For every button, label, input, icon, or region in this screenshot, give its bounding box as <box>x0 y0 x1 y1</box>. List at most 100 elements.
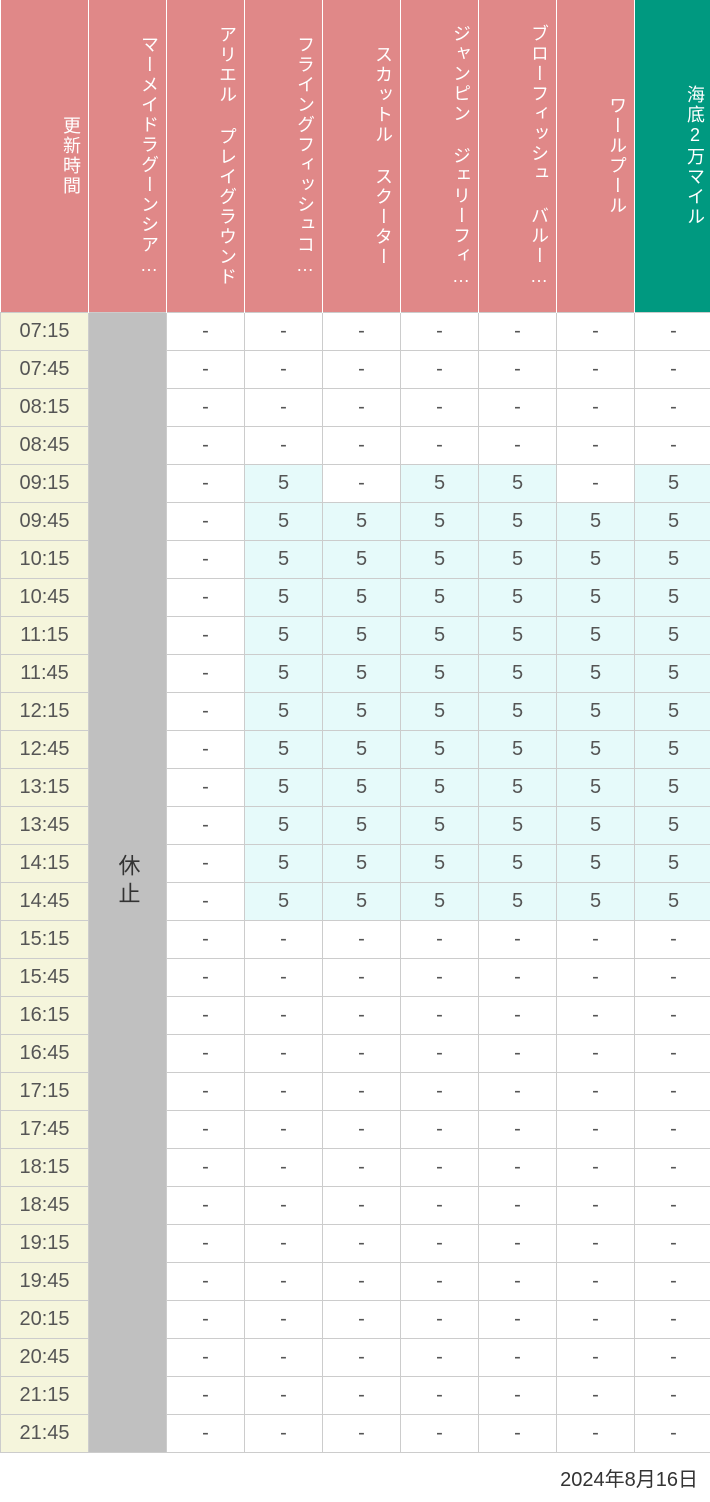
data-cell: - <box>167 844 245 882</box>
data-cell: - <box>167 692 245 730</box>
data-cell: 5 <box>401 578 479 616</box>
time-cell: 10:45 <box>1 578 89 616</box>
data-cell: - <box>167 1110 245 1148</box>
data-cell: - <box>167 1072 245 1110</box>
data-cell: - <box>245 958 323 996</box>
attraction-header-5: ブローフィッシュ バルー… <box>479 0 557 312</box>
data-cell: 5 <box>323 768 401 806</box>
data-cell: 5 <box>245 730 323 768</box>
data-cell: - <box>245 1186 323 1224</box>
data-cell: 5 <box>635 844 710 882</box>
data-cell: 5 <box>557 502 635 540</box>
data-cell: 5 <box>635 540 710 578</box>
data-cell: - <box>479 1300 557 1338</box>
attraction-header-0: マーメイドラグーンシア… <box>89 0 167 312</box>
data-cell: 5 <box>245 616 323 654</box>
data-cell: - <box>323 920 401 958</box>
data-cell: - <box>557 1300 635 1338</box>
data-cell: 5 <box>401 730 479 768</box>
data-cell: - <box>479 388 557 426</box>
data-cell: 5 <box>635 806 710 844</box>
attraction-header-4: ジャンピン ジェリーフィ… <box>401 0 479 312</box>
data-cell: - <box>635 958 710 996</box>
data-cell: 5 <box>245 654 323 692</box>
data-cell: 5 <box>323 616 401 654</box>
data-cell: - <box>635 426 710 464</box>
time-cell: 16:45 <box>1 1034 89 1072</box>
data-cell: - <box>635 1110 710 1148</box>
data-cell: - <box>323 1186 401 1224</box>
data-cell: - <box>479 1262 557 1300</box>
data-cell: - <box>167 502 245 540</box>
data-cell: - <box>323 312 401 350</box>
data-cell: - <box>245 1072 323 1110</box>
time-cell: 16:15 <box>1 996 89 1034</box>
data-cell: - <box>323 1262 401 1300</box>
data-cell: 5 <box>635 578 710 616</box>
data-cell: - <box>635 312 710 350</box>
time-cell: 20:45 <box>1 1338 89 1376</box>
data-cell: - <box>323 1034 401 1072</box>
data-cell: - <box>479 1148 557 1186</box>
data-cell: - <box>167 1300 245 1338</box>
time-cell: 13:15 <box>1 768 89 806</box>
data-cell: - <box>635 1414 710 1452</box>
data-cell: - <box>635 1224 710 1262</box>
data-cell: - <box>167 1262 245 1300</box>
data-cell: - <box>635 920 710 958</box>
data-cell: 5 <box>635 768 710 806</box>
data-cell: 5 <box>635 654 710 692</box>
data-cell: 5 <box>245 768 323 806</box>
data-cell: - <box>479 920 557 958</box>
data-cell: - <box>557 312 635 350</box>
data-cell: - <box>245 1034 323 1072</box>
time-cell: 20:15 <box>1 1300 89 1338</box>
data-cell: - <box>167 768 245 806</box>
data-cell: - <box>479 350 557 388</box>
data-cell: - <box>479 1224 557 1262</box>
data-cell: 5 <box>323 730 401 768</box>
time-header: 更新時間 <box>1 0 89 312</box>
data-cell: - <box>479 1376 557 1414</box>
data-cell: - <box>245 1224 323 1262</box>
data-cell: - <box>479 996 557 1034</box>
time-cell: 19:15 <box>1 1224 89 1262</box>
data-cell: - <box>557 388 635 426</box>
data-cell: - <box>401 958 479 996</box>
time-cell: 19:45 <box>1 1262 89 1300</box>
time-cell: 09:15 <box>1 464 89 502</box>
data-cell: 5 <box>245 464 323 502</box>
data-cell: 5 <box>245 844 323 882</box>
data-cell: 5 <box>245 882 323 920</box>
data-cell: 5 <box>401 692 479 730</box>
data-cell: - <box>557 958 635 996</box>
data-cell: - <box>401 1186 479 1224</box>
data-cell: - <box>245 312 323 350</box>
data-cell: 5 <box>323 844 401 882</box>
header-row: 更新時間 マーメイドラグーンシア… アリエル プレイグラウンド フライングフィッ… <box>1 0 710 312</box>
data-cell: - <box>167 920 245 958</box>
attraction-header-6: ワールプール <box>557 0 635 312</box>
data-cell: - <box>323 1110 401 1148</box>
data-cell: - <box>401 1262 479 1300</box>
data-cell: 5 <box>401 654 479 692</box>
data-cell: - <box>323 388 401 426</box>
data-cell: - <box>167 426 245 464</box>
time-cell: 21:45 <box>1 1414 89 1452</box>
data-cell: - <box>635 1072 710 1110</box>
data-cell: - <box>167 388 245 426</box>
data-cell: - <box>557 1110 635 1148</box>
data-cell: - <box>167 464 245 502</box>
data-cell: - <box>557 1072 635 1110</box>
data-cell: - <box>167 806 245 844</box>
data-cell: 5 <box>323 882 401 920</box>
data-cell: - <box>323 1338 401 1376</box>
time-cell: 08:45 <box>1 426 89 464</box>
data-cell: 5 <box>479 616 557 654</box>
data-cell: - <box>557 1148 635 1186</box>
data-cell: 5 <box>635 502 710 540</box>
data-cell: 5 <box>401 616 479 654</box>
data-cell: - <box>557 350 635 388</box>
data-cell: 5 <box>323 578 401 616</box>
data-cell: - <box>635 1262 710 1300</box>
